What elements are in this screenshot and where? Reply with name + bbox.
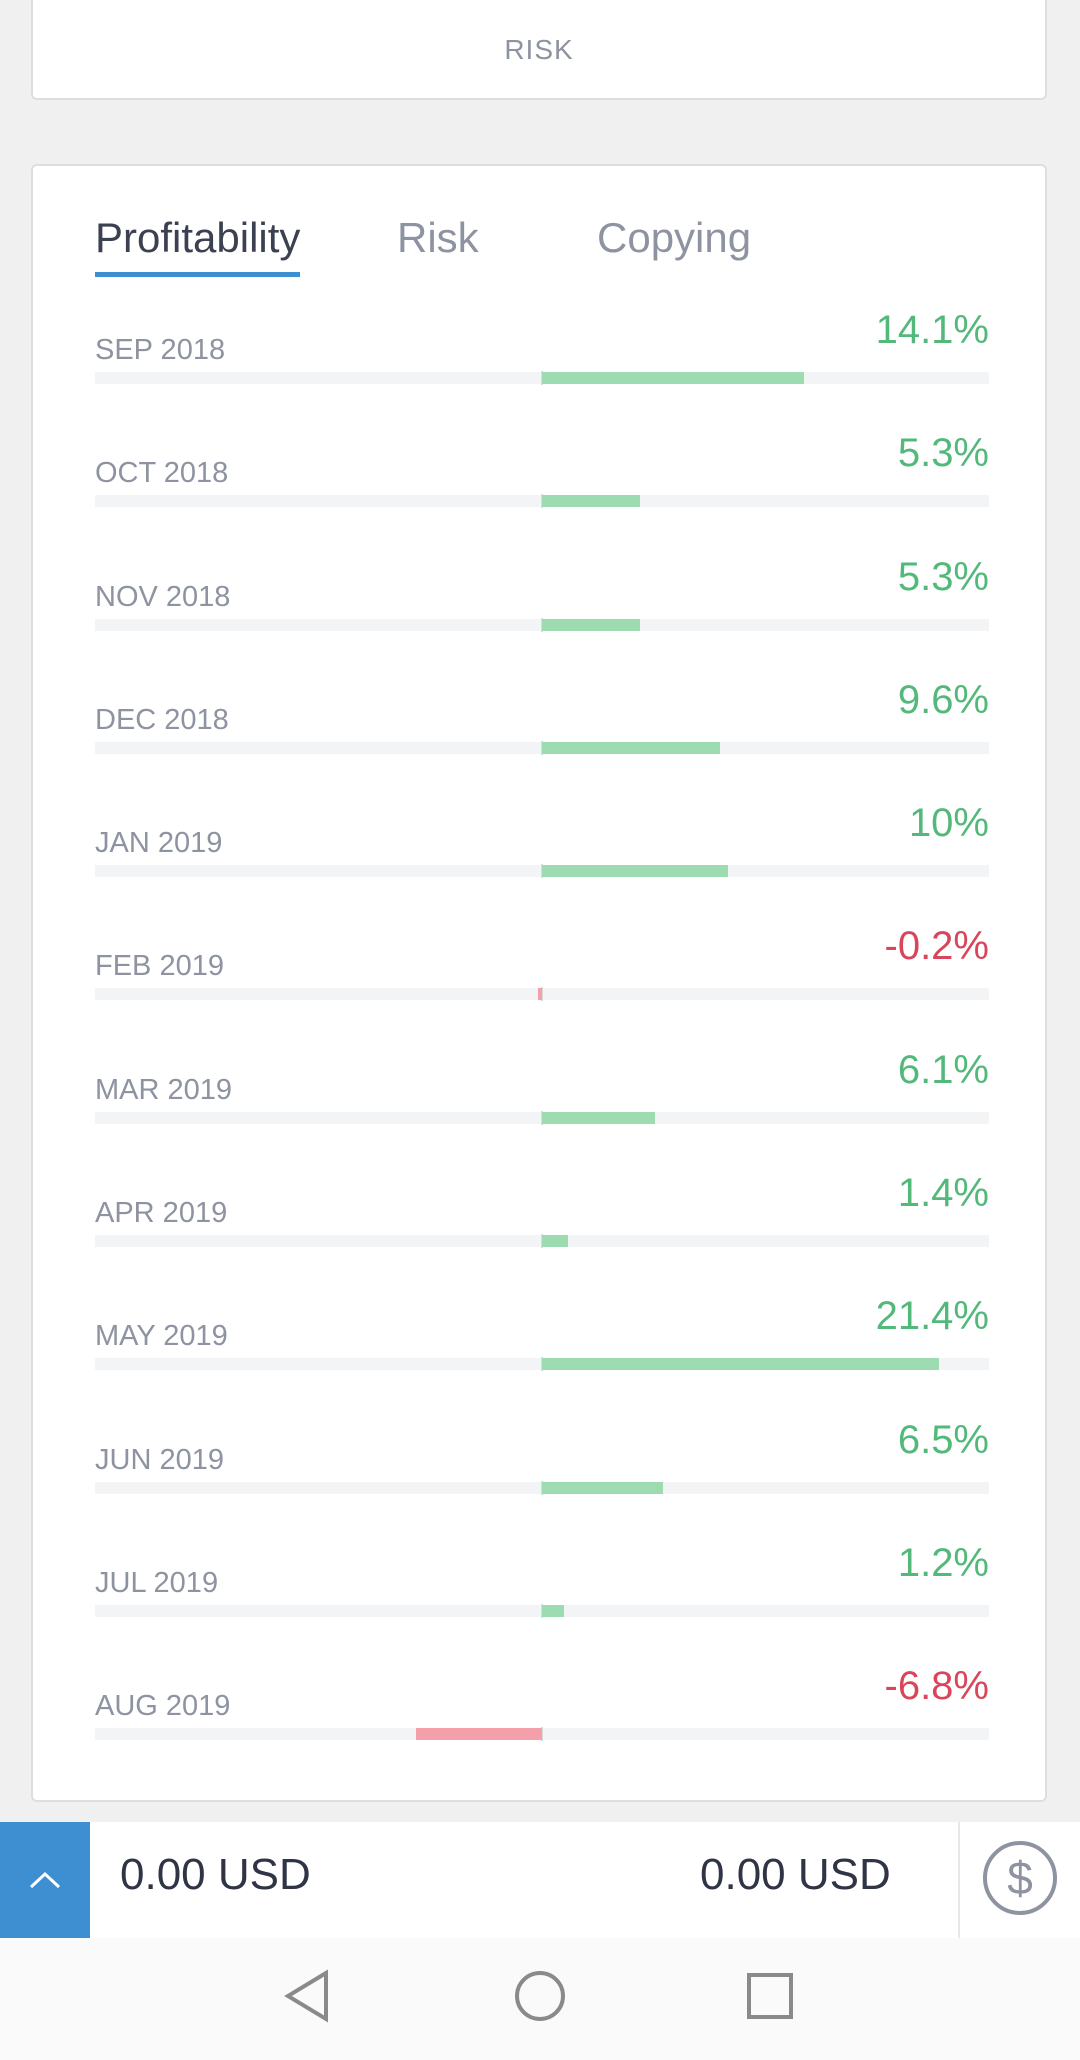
- chevron-up-icon: [29, 1871, 61, 1889]
- return-bar: [542, 1358, 939, 1371]
- return-value: 9.6%: [897, 677, 989, 722]
- list-item: AUG 2019 -6.8%: [95, 1652, 989, 1775]
- expand-button[interactable]: [0, 1822, 90, 1938]
- return-bar: [542, 372, 804, 384]
- return-value: 6.1%: [897, 1047, 989, 1092]
- month-label: DEC 2018: [95, 703, 229, 736]
- return-bar: [542, 1111, 656, 1124]
- list-item: JAN 2019 10%: [95, 789, 989, 912]
- return-value: -0.2%: [884, 924, 990, 969]
- month-label: JUN 2019: [95, 1443, 224, 1476]
- month-label: MAR 2019: [95, 1073, 233, 1106]
- back-triangle-icon[interactable]: [282, 1968, 332, 2024]
- zero-line: [541, 1727, 543, 1742]
- dollar-icon: $: [1007, 1852, 1033, 1904]
- balance-bar: 0.00 USD 0.00 USD $: [0, 1822, 1080, 1938]
- return-value: 21.4%: [875, 1294, 989, 1339]
- month-label: NOV 2018: [95, 580, 231, 613]
- month-label: FEB 2019: [95, 950, 224, 983]
- return-value: 5.3%: [897, 554, 989, 599]
- tab-risk[interactable]: Risk: [397, 214, 479, 261]
- return-value: -6.8%: [884, 1664, 990, 1709]
- risk-summary-card: RISK: [31, 0, 1047, 100]
- month-label: SEP 2018: [95, 334, 226, 366]
- return-value: 5.3%: [897, 431, 989, 476]
- return-value: 6.5%: [897, 1417, 989, 1462]
- return-bar: [542, 1481, 663, 1494]
- list-item: JUN 2019 6.5%: [95, 1406, 989, 1529]
- return-bar-track: [95, 1110, 989, 1125]
- zero-line: [541, 987, 543, 1002]
- return-value: 1.2%: [897, 1540, 989, 1585]
- list-item: JUL 2019 1.2%: [95, 1529, 989, 1652]
- return-bar-track: [95, 1480, 989, 1495]
- home-circle-icon[interactable]: [513, 1968, 567, 2024]
- list-item: FEB 2019 -0.2%: [95, 912, 989, 1035]
- return-bar: [415, 1728, 542, 1741]
- list-item: SEP 2018 14.1%: [95, 296, 989, 419]
- list-item: OCT 2018 5.3%: [95, 419, 989, 542]
- return-bar: [542, 618, 641, 631]
- return-bar-track: [95, 617, 989, 632]
- return-bar: [542, 495, 641, 508]
- return-bar: [538, 988, 542, 1001]
- return-bar-track: [95, 740, 989, 755]
- list-item: MAY 2019 21.4%: [95, 1282, 989, 1405]
- month-label: AUG 2019: [95, 1690, 231, 1723]
- tab-profitability[interactable]: Profitability: [95, 214, 301, 277]
- return-bar-track: [95, 371, 989, 385]
- recents-square-icon[interactable]: [745, 1968, 795, 2024]
- return-bar: [542, 1235, 568, 1248]
- risk-caption: RISK: [504, 34, 574, 65]
- return-bar-track: [95, 1357, 989, 1372]
- return-bar-track: [95, 1234, 989, 1249]
- list-item: NOV 2018 5.3%: [95, 543, 989, 666]
- return-bar-track: [95, 864, 989, 879]
- divider: [958, 1822, 960, 1938]
- return-bar-track: [95, 1603, 989, 1618]
- return-value: 10%: [908, 801, 989, 846]
- month-label: OCT 2018: [95, 457, 229, 490]
- system-navigation-bar: [0, 1938, 1080, 2060]
- month-label: MAY 2019: [95, 1320, 228, 1353]
- return-bar: [542, 865, 728, 878]
- month-label: JUL 2019: [95, 1566, 219, 1599]
- return-bar: [542, 1604, 565, 1617]
- return-value: 1.4%: [897, 1171, 989, 1216]
- return-bar-track: [95, 494, 989, 509]
- equity-amount: 0.00 USD: [120, 1850, 311, 1899]
- tab-copying[interactable]: Copying: [597, 214, 752, 261]
- month-label: APR 2019: [95, 1197, 228, 1230]
- month-label: JAN 2019: [95, 827, 223, 860]
- list-item: APR 2019 1.4%: [95, 1159, 989, 1282]
- monthly-returns-list: SEP 2018 14.1% OCT 2018 5.3% NOV 2018 5.…: [95, 296, 989, 1776]
- balance-amount: 0.00 USD: [700, 1850, 891, 1899]
- return-bar-track: [95, 1727, 989, 1742]
- deposit-button[interactable]: $: [983, 1841, 1057, 1915]
- return-bar: [542, 741, 721, 754]
- stats-card: Profitability Risk Copying SEP 2018 14.1…: [31, 164, 1047, 1802]
- list-item: MAR 2019 6.1%: [95, 1036, 989, 1159]
- list-item: DEC 2018 9.6%: [95, 666, 989, 789]
- return-value: 14.1%: [875, 308, 989, 352]
- return-bar-track: [95, 987, 989, 1002]
